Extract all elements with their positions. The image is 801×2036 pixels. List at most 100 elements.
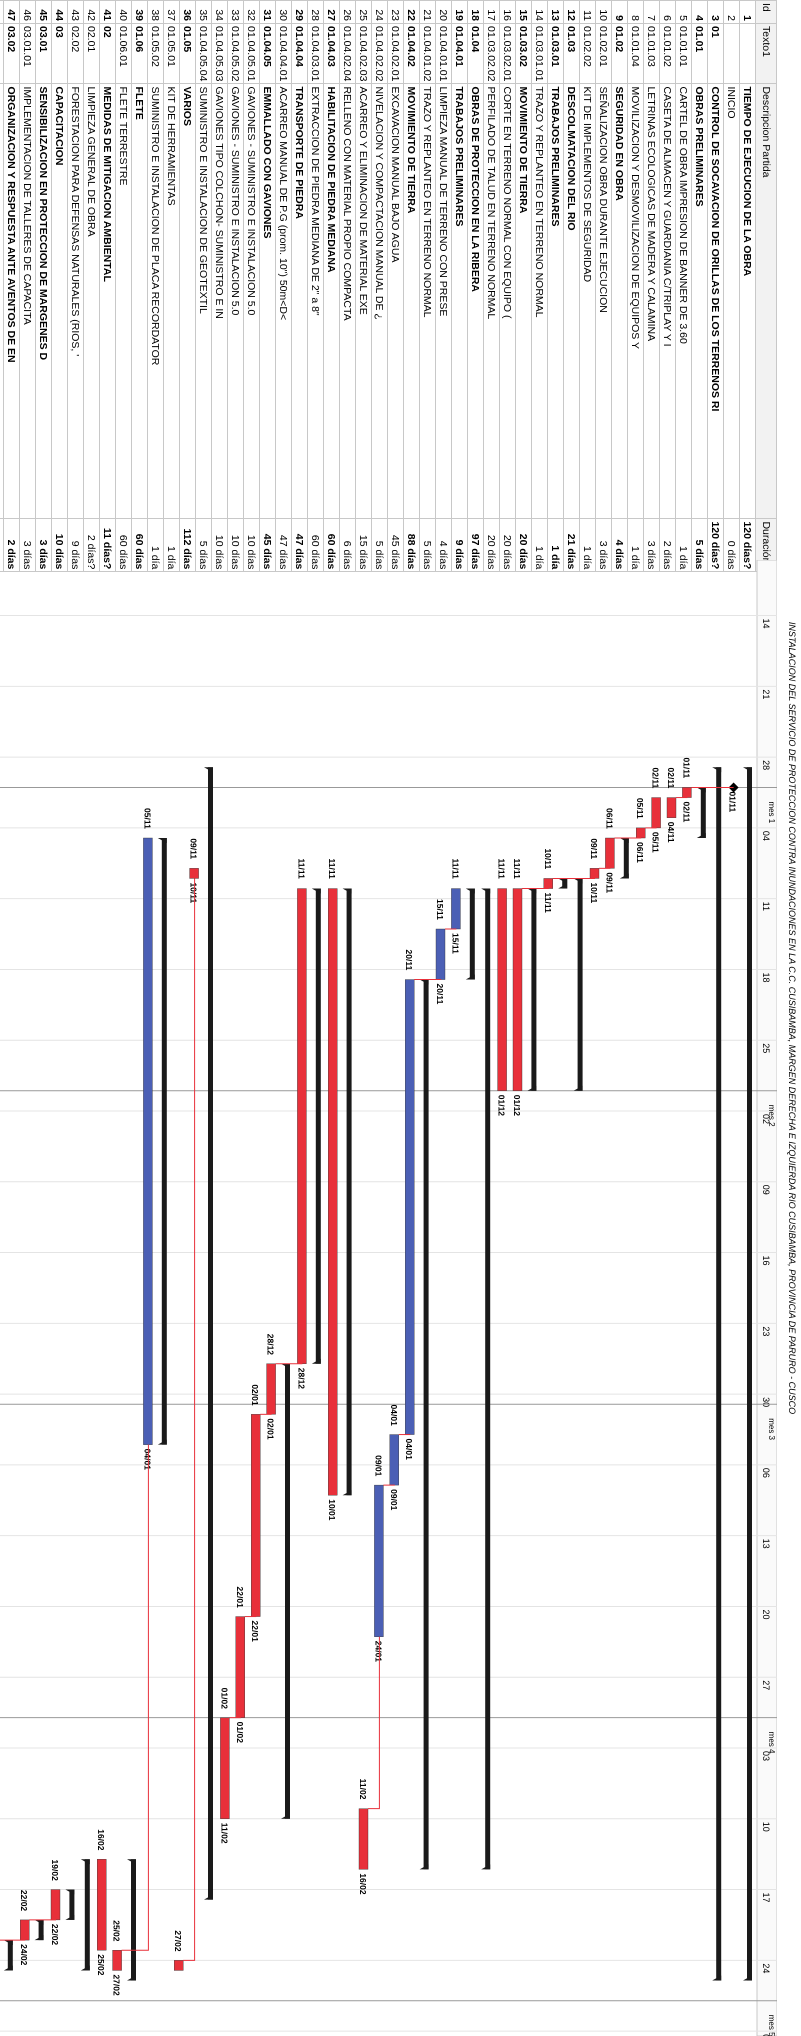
project-title: INSTALACION DEL SERVICIO DE PROTECCION C…: [787, 621, 797, 1415]
table-row[interactable]: 44 03 CAPACITACION 10 días: [51, 0, 68, 572]
summary-cap: [481, 1864, 491, 1870]
week-tick-label: 09: [761, 1185, 771, 1195]
task-code: 02: [99, 23, 116, 84]
table-row[interactable]: 8 01.01.04 MOVILIZACION Y DESMOVILIZACION …: [627, 0, 644, 572]
table-row[interactable]: 6 01.01.02 CASETA DE ALMACEN Y GUARDIANIA …: [659, 0, 676, 572]
bar-start-date: 11/11: [450, 859, 460, 880]
task-name: FLETE: [131, 83, 148, 519]
table-row[interactable]: 46 03.01.01 IMPLEMENTACION DE TALLERES DE …: [19, 0, 36, 572]
table-row[interactable]: 29 01.04.04 TRANSPORTE DE PIEDRA 47 días: [291, 0, 308, 572]
table-row[interactable]: 41 02 MEDIDAS DE MITIGACION AMBIENTAL 11 dí…: [99, 0, 116, 572]
task-id: 14: [531, 0, 548, 24]
table-row[interactable]: 39 01.06 FLETE 60 días: [131, 0, 148, 572]
table-row[interactable]: 20 01.04.01.01 LIMPIEZA MANUAL DE TERRENO …: [435, 0, 452, 572]
summary-cap: [465, 974, 475, 980]
table-row[interactable]: 31 01.04.05 EMMALLADO CON GAVIONES 45 días: [259, 0, 276, 572]
task-id: 32: [243, 0, 260, 24]
task-id: 37: [163, 0, 180, 24]
table-row[interactable]: 42 02.01 LIMPIEZA GENERAL DE OBRA 2 días?: [83, 0, 100, 572]
table-row[interactable]: 36 01.05 VARIOS 112 días: [179, 0, 196, 572]
table-row[interactable]: 15 01.03.02 MOVIMIENTO DE TIERRA 20 días: [515, 0, 532, 572]
bar-end-date: 11/11: [543, 893, 553, 914]
table-row[interactable]: 13 01.03.01 TRABAJOS PRELIMINARES 1 día: [547, 0, 564, 572]
col-id[interactable]: Id: [755, 0, 777, 24]
table-row[interactable]: 21 01.04.01.02 TRAZO Y REPLANTEO EN TERREN…: [419, 0, 436, 572]
table-row[interactable]: 1 TIEMPO DE EJECUCION DE LA OBRA 120 días?: [739, 0, 756, 572]
task-code: 03.02: [3, 23, 20, 84]
table-row[interactable]: 24 01.04.02.02 NIVELACION Y COMPACTACION M…: [371, 0, 388, 572]
col-description[interactable]: Descripcion Partida: [755, 83, 777, 519]
table-row[interactable]: 33 01.04.05.02 GAVIONES - SUMINISTRO E INS…: [227, 0, 244, 572]
bar-start-date: 11/11: [296, 859, 306, 880]
task-code: 01.04.03.01: [307, 23, 324, 84]
summary-cap: [65, 1889, 75, 1895]
table-row[interactable]: 9 01.02 SEGURIDAD EN OBRA 4 días: [611, 0, 628, 572]
table-row[interactable]: 17 01.03.02.02 PERFILADO DE TALUD EN TERRE…: [483, 0, 500, 572]
table-row[interactable]: 18 01.04 OBRAS DE PROTECCION EN LA RIBERA 9…: [467, 0, 484, 572]
task-code: 01.04.03: [323, 23, 340, 84]
task-code: 01.04.05.02: [227, 23, 244, 84]
table-row[interactable]: 16 01.03.02.01 CORTE EN TERRENO NORMAL CON…: [499, 0, 516, 572]
task-name: LIMPIEZA MANUAL DE TERRENO CON PRESE: [435, 83, 452, 519]
summary-bar: [623, 838, 629, 879]
table-row[interactable]: 28 01.04.03.01 EXTRACCION DE PIEDRA MEDIAN…: [307, 0, 324, 572]
table-row[interactable]: 5 01.01.01 CARTEL DE OBRA IMPRESION DE BAN…: [675, 0, 692, 572]
table-row[interactable]: 27 01.04.03 HABILITACION DE PIEDRA MEDIANA…: [323, 0, 340, 572]
task-name: EMMALLADO CON GAVIONES: [259, 83, 276, 519]
normal-task-bar: [405, 979, 415, 1435]
table-row[interactable]: 10 01.02.01 SEÑALIZACION OBRA DURANTE EJEC…: [595, 0, 612, 572]
table-row[interactable]: 47 03.02 ORGANIZACION Y RESPUESTA ANTE AVE…: [3, 0, 20, 572]
table-row[interactable]: 30 01.04.04.01 ACARREO MANUAL DE P.G (prom…: [275, 0, 292, 572]
task-name: TRAZO Y REPLANTEO EN TERRENO NORMAL: [531, 83, 548, 519]
table-row[interactable]: 19 01.04.01 TRABAJOS PRELIMINARES 9 días: [451, 0, 468, 572]
table-row[interactable]: 7 01.01.03 LETRINAS ECOLOGICAS DE MADERA Y…: [643, 0, 660, 572]
summary-cap: [712, 1975, 722, 1981]
gantt-chart: 14 21 28 04 11 18 25 02 09 16 23 30 06 13 20 27 03 10 17 24…: [0, 560, 777, 2036]
table-row[interactable]: 11 01.02.02 KIT DE IMPLEMENTOS DE SEGURIDA…: [579, 0, 596, 572]
table-row[interactable]: 40 01.06.01 FLETE TERRESTRE 60 días: [115, 0, 132, 572]
task-code: 01.04.02.01: [387, 23, 404, 84]
task-name: SUMINISTRO E INSTALACION DE PLACA RECORD…: [147, 83, 164, 519]
critical-task-bar: [328, 888, 338, 1496]
table-row[interactable]: 26 01.04.02.04 RELLENO CON MATERIAL PROPIO…: [339, 0, 356, 572]
table-row[interactable]: 23 01.04.02.01 EXCAVACION MANUAL BAJO AGUA…: [387, 0, 404, 572]
table-row[interactable]: 34 01.04.05.03 GAVIONES TIPO COLCHON- SUMI…: [211, 0, 228, 572]
bar-start-date: 11/11: [327, 859, 337, 880]
summary-cap: [157, 1439, 167, 1445]
table-row[interactable]: 2 INICIO 0 días: [723, 0, 740, 572]
bar-start-date: 05/11: [635, 798, 645, 819]
bar-end-date: 10/01: [327, 1499, 337, 1521]
table-row[interactable]: 12 01.03 DESCOLMATACION DEL RIO 21 días: [563, 0, 580, 572]
table-row[interactable]: 22 01.04.02 MOVIMIENTO DE TIERRA 88 días: [403, 0, 420, 572]
task-name: KIT DE IMPLEMENTOS DE SEGURIDAD: [579, 83, 596, 519]
table-row[interactable]: 32 01.04.05.01 GAVIONES - SUMINISTRO E INS…: [243, 0, 260, 572]
summary-bar: [423, 979, 429, 1870]
table-row[interactable]: 45 03.01 SENSIBILIZACION EN PROTECCION DE …: [35, 0, 52, 572]
task-name: PERFILADO DE TALUD EN TERRENO NORMAL: [483, 83, 500, 519]
summary-bar: [700, 787, 706, 838]
table-row[interactable]: 43 02.02 FORESTACION PARA DEFENSAS NATURAL…: [67, 0, 84, 572]
table-row[interactable]: 38 01.05.02 SUMINISTRO E INSTALACION DE PL…: [147, 0, 164, 572]
table-row[interactable]: 4 01.01 OBRAS PRELIMINARES 5 días: [691, 0, 708, 572]
task-id: 17: [483, 0, 500, 24]
col-texto1[interactable]: Texto1: [755, 23, 777, 84]
dependency-link: [121, 1444, 149, 1951]
task-name: CARTEL DE OBRA IMPRESION DE BANNER DE 3.…: [675, 83, 692, 519]
task-id: 34: [211, 0, 228, 24]
critical-task-bar: [251, 1414, 261, 1617]
bar-end-date: 01/12: [512, 1095, 522, 1117]
table-row[interactable]: 3 01 CONTROL DE SOCAVACION DE ORILLAS DE L…: [707, 0, 724, 572]
table-row[interactable]: 14 01.03.01.01 TRAZO Y REPLANTEO EN TERREN…: [531, 0, 548, 572]
bar-start-date: 09/01: [373, 1455, 383, 1477]
task-id: 23: [387, 0, 404, 24]
task-name: HABILITACION DE PIEDRA MEDIANA: [323, 83, 340, 519]
task-name: LIMPIEZA GENERAL DE OBRA: [83, 83, 100, 519]
table-row[interactable]: 35 01.04.05.04 SUMINISTRO E INSTALACION DE…: [195, 0, 212, 572]
task-id: 18: [467, 0, 484, 24]
table-row[interactable]: 25 01.04.02.03 ACARREO Y ELIMINACION DE MA…: [355, 0, 372, 572]
task-id: 21: [419, 0, 436, 24]
task-code: 01.04: [467, 23, 484, 84]
table-row[interactable]: 37 01.05.01 KIT DE HERRAMIENTAS 1 día: [163, 0, 180, 572]
month-tick-label: mes 3: [767, 1418, 776, 1440]
